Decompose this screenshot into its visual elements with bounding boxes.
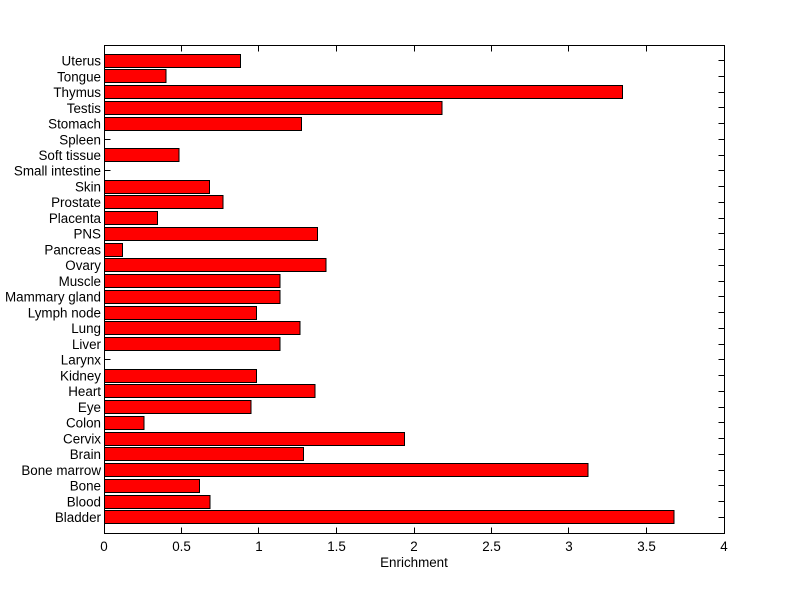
svg-text:3.5: 3.5 <box>637 539 656 554</box>
svg-text:PNS: PNS <box>73 227 101 242</box>
svg-text:1: 1 <box>255 539 262 554</box>
svg-text:Thymus: Thymus <box>53 85 101 100</box>
svg-text:Brain: Brain <box>70 447 101 462</box>
svg-text:Blood: Blood <box>67 494 101 509</box>
svg-text:Stomach: Stomach <box>48 117 101 132</box>
svg-text:Skin: Skin <box>75 180 101 195</box>
svg-text:Uterus: Uterus <box>62 54 102 69</box>
svg-text:Bone: Bone <box>70 479 101 494</box>
svg-text:Heart: Heart <box>68 384 101 399</box>
svg-text:3: 3 <box>565 539 572 554</box>
svg-text:4: 4 <box>720 539 728 554</box>
svg-text:Tongue: Tongue <box>57 69 101 84</box>
svg-text:Prostate: Prostate <box>51 195 101 210</box>
svg-text:1.5: 1.5 <box>327 539 346 554</box>
svg-text:Larynx: Larynx <box>61 353 101 368</box>
svg-text:Kidney: Kidney <box>60 368 101 383</box>
svg-text:Cervix: Cervix <box>63 431 101 446</box>
svg-text:2.5: 2.5 <box>482 539 501 554</box>
svg-text:Placenta: Placenta <box>49 211 102 226</box>
svg-text:0.5: 0.5 <box>172 539 191 554</box>
svg-text:Soft tissue: Soft tissue <box>38 148 101 163</box>
svg-text:Lung: Lung <box>71 321 101 336</box>
svg-text:2: 2 <box>410 539 417 554</box>
svg-text:Enrichment: Enrichment <box>380 555 448 570</box>
svg-text:Liver: Liver <box>72 337 102 352</box>
svg-text:Spleen: Spleen <box>59 132 101 147</box>
svg-text:Mammary gland: Mammary gland <box>5 290 101 305</box>
svg-text:Bladder: Bladder <box>55 510 102 525</box>
svg-text:Eye: Eye <box>78 400 101 415</box>
svg-text:Small intestine: Small intestine <box>14 164 101 179</box>
svg-text:Muscle: Muscle <box>59 274 101 289</box>
svg-text:Lymph node: Lymph node <box>28 305 101 320</box>
svg-text:Testis: Testis <box>67 101 102 116</box>
svg-text:Bone marrow: Bone marrow <box>21 463 101 478</box>
svg-text:0: 0 <box>100 539 107 554</box>
svg-text:Pancreas: Pancreas <box>44 242 101 257</box>
svg-text:Colon: Colon <box>66 416 101 431</box>
svg-text:Ovary: Ovary <box>65 258 101 273</box>
